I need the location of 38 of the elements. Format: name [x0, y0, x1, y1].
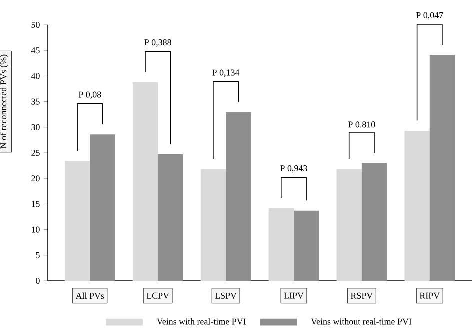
- x-tick-label: LIPV: [284, 292, 304, 299]
- y-tick-label: 25: [32, 150, 40, 156]
- annotation: P 0.810: [348, 122, 376, 128]
- y-tick-label: 20: [32, 176, 40, 182]
- legend-label: Veins with real-time PVI: [157, 318, 246, 325]
- bar: [226, 112, 252, 281]
- bar: [430, 55, 456, 281]
- text: P 0,047: [416, 12, 444, 20]
- y-tick-label: 5: [36, 252, 40, 258]
- x-tick-label: RSPV: [350, 292, 374, 299]
- bar: [132, 82, 158, 281]
- y-tick-label: 30: [32, 124, 40, 130]
- annotation: P 0,134: [212, 70, 240, 78]
- bar: [200, 169, 226, 281]
- legend-label: Veins without real-time PVI: [311, 318, 412, 325]
- y-tick-label: 35: [32, 98, 40, 105]
- x-tick-label: RIPV: [420, 292, 440, 299]
- bar: [404, 130, 430, 281]
- y-tick-label: 40: [31, 73, 40, 80]
- annotation: P 0,08: [78, 92, 102, 100]
- bar: [90, 134, 116, 281]
- y-tick-label: 10: [32, 226, 40, 233]
- bar: [294, 210, 320, 281]
- y-tick-label: 15: [32, 201, 40, 208]
- y-tick-label: 45: [31, 48, 40, 54]
- bar: [336, 169, 362, 281]
- annotation: P 0,943: [280, 165, 308, 173]
- y-tick-label: 0: [36, 278, 40, 284]
- bar: [158, 154, 184, 281]
- bar: [362, 163, 388, 281]
- y-tick-label: 50: [32, 22, 40, 28]
- x-tick-label: All PVs: [76, 292, 104, 300]
- x-tick-label: LCPV: [146, 292, 170, 299]
- x-tick-label: LSPV: [215, 292, 237, 299]
- bar: [64, 161, 90, 281]
- annotation: P 0,388: [144, 40, 172, 47]
- y-axis-title: N of reconnected PVs (%): [0, 54, 8, 149]
- bar: [268, 208, 294, 281]
